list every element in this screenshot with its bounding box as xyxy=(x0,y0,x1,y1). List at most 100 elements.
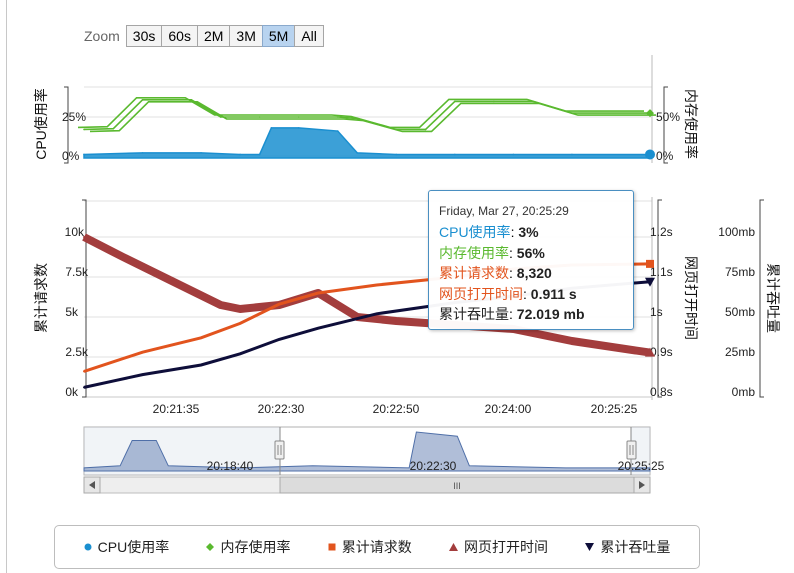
navigator-area xyxy=(83,431,651,472)
throughput-point xyxy=(278,338,281,341)
mem-point xyxy=(190,99,193,101)
mem-point xyxy=(454,100,456,103)
tooltip-label: 内存使用率 xyxy=(439,244,509,261)
cpu-area xyxy=(83,127,651,159)
circle-marker-icon xyxy=(84,543,92,551)
tooltip-row-mem: 内存使用率: 56% xyxy=(439,244,545,261)
throughput-point xyxy=(141,373,144,376)
tooltip-label: 累计吞吐量 xyxy=(439,306,509,322)
loadtime-tick: 1.2s xyxy=(650,225,673,239)
tooltip-row-requests: 累计请求数: 8,320 xyxy=(439,265,552,281)
cpu-axis-title: CPU使用率 xyxy=(33,88,49,160)
loadtime-tick: 0.9s xyxy=(650,345,673,359)
navigator-right-handle[interactable] xyxy=(626,440,637,460)
cpu-series xyxy=(83,127,655,160)
mem-tick-0: 0% xyxy=(656,149,674,163)
requests-point xyxy=(83,370,85,373)
mem-point xyxy=(493,100,495,103)
mem-line xyxy=(77,97,644,129)
mem-axis-title: 内存使用率 xyxy=(683,89,699,159)
data-tooltip: Friday, Mar 27, 20:25:29 CPU使用率: 3% 内存使用… xyxy=(428,190,634,330)
cpu-point xyxy=(512,153,515,156)
cpu-point xyxy=(571,153,573,156)
mem-point xyxy=(258,116,261,118)
zoom-60s-button[interactable]: 60s xyxy=(161,25,198,47)
legend-item-cpu[interactable]: CPU使用率 xyxy=(84,537,169,557)
loadtime-point xyxy=(239,308,242,310)
legend-item-loadtime[interactable]: 网页打开时间 xyxy=(449,537,548,557)
mem-point xyxy=(219,116,222,118)
zoom-toolbar: Zoom 30s 60s 2M 3M 5M All xyxy=(84,25,324,47)
x-tick-label: 20:25:25 xyxy=(591,402,638,416)
chart-legend: CPU使用率 内存使用率 累计请求数 网页打开时间 累计吞吐量 xyxy=(54,525,700,569)
cpu-point xyxy=(356,152,359,154)
cpu-tick-0: 0% xyxy=(62,149,80,163)
chevron-right-icon xyxy=(639,481,645,489)
triangle-down-marker-icon xyxy=(585,543,595,551)
mem-point xyxy=(336,116,339,118)
loadtime-axis-title: 网页打开时间 xyxy=(683,256,699,340)
tooltip-value: 3% xyxy=(518,224,539,240)
mem-point xyxy=(571,112,573,114)
tooltip-value: 0.911 s xyxy=(530,285,577,302)
top-right-axis-bracket xyxy=(663,86,668,164)
legend-item-mem[interactable]: 内存使用率 xyxy=(206,537,290,557)
throughput-tick: 75mb xyxy=(725,265,755,279)
diamond-marker-icon xyxy=(206,543,215,551)
requests-point xyxy=(278,303,281,306)
throughput-axis-title: 累计吞吐量 xyxy=(765,263,781,333)
cpu-point xyxy=(239,153,241,156)
cpu-point xyxy=(258,153,261,156)
cpu-point xyxy=(270,127,273,129)
zoom-30s-button[interactable]: 30s xyxy=(125,25,163,47)
navigator-label: 20:18:40 xyxy=(207,459,254,473)
throughput-point xyxy=(375,312,378,315)
loadtime-point xyxy=(170,280,173,282)
navigator[interactable]: 20:18:40 20:22:30 20:25:25 xyxy=(83,426,665,476)
requests-point xyxy=(317,292,320,294)
loadtime-axis-bracket xyxy=(657,199,662,398)
legend-item-throughput[interactable]: 累计吞吐量 xyxy=(585,537,670,557)
legend-label: 累计请求数 xyxy=(341,539,412,555)
mem-point xyxy=(424,128,427,131)
tooltip-value: 72.019 mb xyxy=(516,306,585,322)
mem-line xyxy=(83,99,650,131)
requests-axis-bracket xyxy=(82,199,87,398)
legend-item-requests[interactable]: 累计请求数 xyxy=(328,537,412,557)
mem-last-marker xyxy=(646,109,654,118)
mem-line xyxy=(89,101,656,133)
x-tick-label: 20:21:35 xyxy=(153,402,200,416)
throughput-point xyxy=(239,352,242,355)
throughput-point xyxy=(83,386,85,389)
throughput-tick: 0mb xyxy=(732,385,756,399)
loadtime-point xyxy=(122,256,125,258)
requests-last-marker xyxy=(646,259,654,268)
requests-tick: 2.5k xyxy=(65,345,89,359)
requests-tick: 7.5k xyxy=(65,265,89,279)
x-tick-label: 20:22:50 xyxy=(373,402,420,416)
navigator-left-handle[interactable] xyxy=(274,440,285,460)
mem-tick-50: 50% xyxy=(656,110,680,124)
chart-canvas: 25% 0% 50% 0% CPU使用率 内存使用率 10k 7.5k 5k 2… xyxy=(33,55,781,494)
navigator-mask-right xyxy=(631,427,650,475)
main-panel: 10k 7.5k 5k 2.5k 0k 1.2s 1.1s 1s 0.9s 0.… xyxy=(33,197,781,416)
throughput-point xyxy=(200,364,203,366)
cpu-point xyxy=(454,153,456,156)
cpu-point xyxy=(297,127,300,129)
throughput-tick: 100mb xyxy=(718,225,755,239)
cpu-point xyxy=(336,130,339,132)
x-tick-label: 20:24:00 xyxy=(485,402,532,416)
mem-point xyxy=(83,128,85,131)
loadtime-point xyxy=(395,320,398,322)
tooltip-row-cpu: CPU使用率: 3% xyxy=(439,224,539,240)
navigator-label: 20:22:30 xyxy=(410,459,457,473)
loadtime-point xyxy=(83,236,85,238)
cpu-point xyxy=(395,153,398,156)
zoom-all-button[interactable]: All xyxy=(294,25,324,47)
navigator-mask-left xyxy=(84,427,280,475)
requests-tick: 0k xyxy=(65,385,79,399)
scrollbar[interactable]: III xyxy=(83,476,651,494)
tooltip-label: CPU使用率 xyxy=(439,224,511,240)
chevron-left-icon xyxy=(89,481,95,489)
navigator-label: 20:25:25 xyxy=(618,459,665,473)
